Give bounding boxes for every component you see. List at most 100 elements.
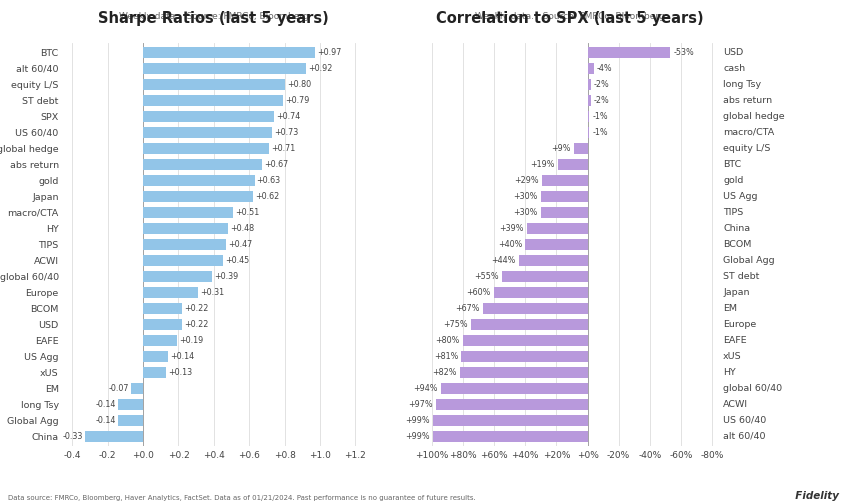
Text: -0.14: -0.14 <box>96 416 116 425</box>
Text: +99%: +99% <box>406 432 430 441</box>
Text: -2%: -2% <box>594 80 610 89</box>
Text: +94%: +94% <box>413 384 438 393</box>
Bar <box>558 159 588 170</box>
Bar <box>471 319 588 330</box>
Text: -0.33: -0.33 <box>62 432 83 441</box>
Bar <box>143 255 223 266</box>
Text: +0.48: +0.48 <box>230 224 254 233</box>
Bar <box>143 239 226 250</box>
Bar <box>143 47 315 58</box>
Bar <box>519 255 588 266</box>
Bar <box>143 367 166 378</box>
Bar <box>143 62 306 74</box>
Text: +9%: +9% <box>551 144 570 153</box>
Text: +0.67: +0.67 <box>263 160 288 169</box>
Bar <box>143 207 233 218</box>
Text: +97%: +97% <box>408 400 434 409</box>
Text: ST debt: ST debt <box>723 272 760 281</box>
Bar <box>143 95 283 106</box>
Text: China: China <box>723 224 750 233</box>
Text: +82%: +82% <box>432 368 457 377</box>
Bar <box>501 271 588 282</box>
Text: +0.39: +0.39 <box>214 272 239 281</box>
Text: Europe: Europe <box>723 320 756 329</box>
Bar <box>462 351 588 362</box>
Bar <box>494 287 588 298</box>
Text: +0.73: +0.73 <box>274 128 299 137</box>
Bar <box>143 319 182 330</box>
Bar <box>525 239 588 250</box>
Bar <box>143 79 285 90</box>
Text: +55%: +55% <box>474 272 499 281</box>
Bar <box>441 383 588 394</box>
Text: +0.14: +0.14 <box>170 352 194 361</box>
Text: Weekly data.   Source: FMRCo, Bloomberg: Weekly data. Source: FMRCo, Bloomberg <box>119 12 309 21</box>
Text: +30%: +30% <box>513 208 538 217</box>
Text: +0.97: +0.97 <box>317 48 341 57</box>
Text: Weekly data.   Source: FMRCo, Bloomberg: Weekly data. Source: FMRCo, Bloomberg <box>474 12 665 21</box>
Text: US 60/40: US 60/40 <box>723 416 767 425</box>
Text: +30%: +30% <box>513 192 538 201</box>
Bar <box>588 111 589 122</box>
Text: BCOM: BCOM <box>723 240 751 249</box>
Text: +0.47: +0.47 <box>229 240 252 249</box>
Bar <box>588 79 590 90</box>
Bar <box>436 399 588 410</box>
Text: +0.22: +0.22 <box>184 304 208 313</box>
Bar <box>119 399 143 410</box>
Bar <box>434 415 588 426</box>
Text: alt 60/40: alt 60/40 <box>723 432 766 441</box>
Bar <box>85 431 143 442</box>
Text: +99%: +99% <box>406 416 430 425</box>
Text: +81%: +81% <box>434 352 458 361</box>
Text: USD: USD <box>723 48 744 57</box>
Text: -1%: -1% <box>592 128 608 137</box>
Bar <box>463 335 588 346</box>
Bar <box>588 62 594 74</box>
Text: +0.45: +0.45 <box>224 256 249 265</box>
Text: gold: gold <box>723 176 744 185</box>
Text: EM: EM <box>723 304 737 313</box>
Text: +60%: +60% <box>467 288 491 297</box>
Text: -53%: -53% <box>673 48 694 57</box>
Text: HY: HY <box>723 368 736 377</box>
Text: -2%: -2% <box>594 96 610 105</box>
Text: +0.80: +0.80 <box>287 80 311 89</box>
Text: +0.92: +0.92 <box>308 64 332 73</box>
Text: +0.79: +0.79 <box>285 96 309 105</box>
Text: Data source: FMRCo, Bloomberg, Haver Analytics, FactSet. Data as of 01/21/2024. : Data source: FMRCo, Bloomberg, Haver Ana… <box>8 495 476 501</box>
Text: Japan: Japan <box>723 288 750 297</box>
Bar <box>540 207 588 218</box>
Text: +19%: +19% <box>530 160 555 169</box>
Text: US Agg: US Agg <box>723 192 757 201</box>
Text: ACWI: ACWI <box>723 400 748 409</box>
Title: Sharpe Ratios (last 5 years): Sharpe Ratios (last 5 years) <box>98 12 329 26</box>
Text: -0.07: -0.07 <box>108 384 129 393</box>
Bar <box>143 175 255 186</box>
Bar <box>540 191 588 202</box>
Bar <box>527 223 588 234</box>
Bar <box>483 303 588 314</box>
Text: xUS: xUS <box>723 352 742 361</box>
Text: equity L/S: equity L/S <box>723 144 771 153</box>
Bar <box>143 303 182 314</box>
Text: TIPS: TIPS <box>723 208 744 217</box>
Bar <box>143 111 274 122</box>
Text: +29%: +29% <box>515 176 540 185</box>
Text: macro/CTA: macro/CTA <box>723 128 774 137</box>
Text: -4%: -4% <box>597 64 612 73</box>
Bar <box>143 287 198 298</box>
Bar <box>588 127 589 138</box>
Text: +0.51: +0.51 <box>235 208 260 217</box>
Text: +40%: +40% <box>498 240 522 249</box>
Text: abs return: abs return <box>723 96 772 105</box>
Bar <box>434 431 588 442</box>
Bar <box>143 335 177 346</box>
Bar <box>588 95 590 106</box>
Text: +39%: +39% <box>499 224 523 233</box>
Bar <box>143 271 212 282</box>
Bar <box>143 223 228 234</box>
Text: +0.74: +0.74 <box>276 112 301 121</box>
Text: +0.19: +0.19 <box>179 336 203 345</box>
Bar <box>588 47 670 58</box>
